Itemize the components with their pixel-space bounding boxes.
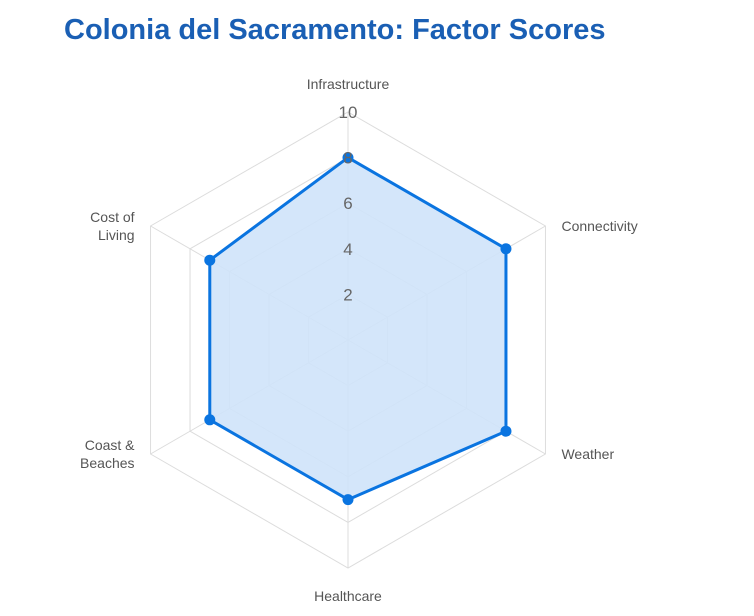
axis-label: Connectivity [561, 218, 637, 234]
tick-label: 8 [343, 149, 352, 168]
data-point [500, 243, 512, 255]
data-point [342, 494, 354, 506]
tick-label: 2 [343, 285, 352, 304]
data-point [500, 425, 512, 437]
tick-label: 6 [343, 194, 352, 213]
tick-layer: 2 4 6 8 10 [339, 103, 358, 304]
tick-label: 4 [343, 240, 352, 259]
axis-label: Healthcare [314, 588, 382, 604]
axis-label: Infrastructure [307, 76, 390, 92]
data-point [204, 254, 216, 266]
axis-label: Coast & [85, 437, 135, 453]
axis-label: Living [98, 227, 135, 243]
series-area [208, 156, 508, 502]
data-point [204, 414, 216, 426]
data-layer [204, 152, 512, 506]
label-layer: Infrastructure Connectivity Weather Healthc… [80, 76, 638, 604]
axis-label: Cost of [90, 209, 134, 225]
page-title: Colonia del Sacramento: Factor Scores [64, 14, 606, 46]
axis-label: Beaches [80, 455, 134, 471]
tick-label: 10 [339, 103, 358, 122]
data-point [342, 152, 354, 164]
axis-label: Weather [561, 446, 614, 462]
